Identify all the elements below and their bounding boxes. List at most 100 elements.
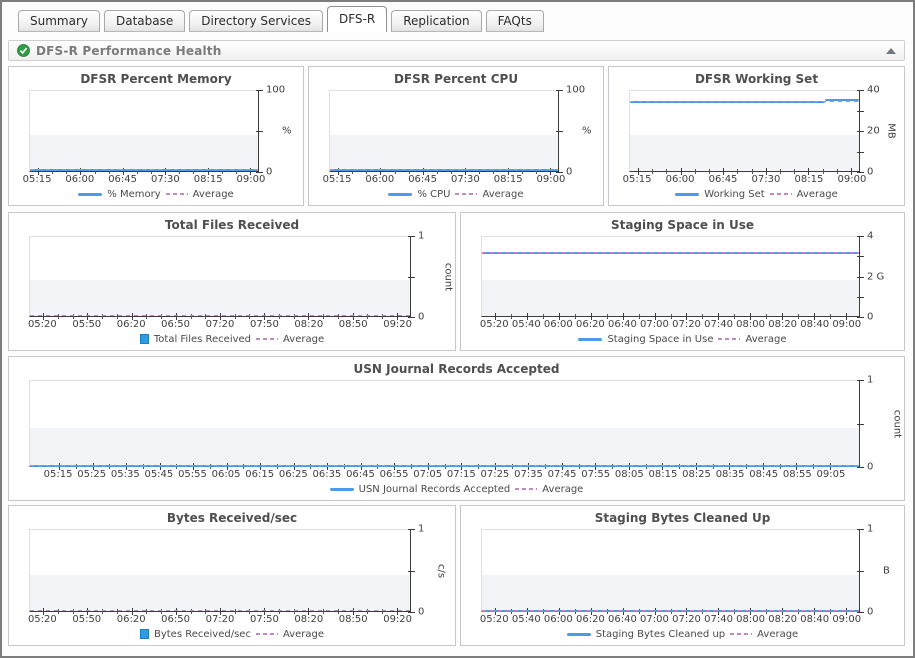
tab-dfs-r[interactable]: DFS-R (327, 6, 388, 32)
x-axis-tick-label: 06:45 (108, 174, 138, 185)
legend-series-label: Working Set (704, 188, 765, 200)
average-line (482, 251, 859, 253)
x-axis-tick (396, 608, 398, 615)
x-axis-tick (465, 168, 467, 175)
x-axis-minor-tick (278, 609, 280, 614)
y-axis-tick-label: 40 (867, 84, 880, 96)
x-axis-minor-tick (574, 314, 576, 319)
plot-area (329, 90, 559, 175)
x-axis-minor-tick (794, 169, 796, 174)
y-axis-tick-label: 0 (566, 166, 573, 178)
y-axis-tick-label: 0 (867, 606, 874, 618)
x-axis-minor-tick (606, 314, 608, 319)
y-axis-tick (408, 529, 415, 530)
x-axis-tick-label: 08:40 (800, 319, 830, 330)
x-axis-minor-tick (116, 609, 118, 614)
x-axis-minor-tick (381, 314, 383, 319)
x-axis-minor-tick (151, 169, 153, 174)
tab-summary[interactable]: Summary (18, 10, 100, 32)
x-axis-minor-tick (666, 169, 668, 174)
x-axis-labels: 05:20 05:50 06:20 06:50 07:20 07:50 08:20 08:50… (28, 612, 447, 626)
x-axis-tick-label: 06:45 (346, 469, 375, 480)
tab-replication[interactable]: Replication (391, 10, 482, 32)
x-axis-tick-label: 08:00 (736, 319, 766, 330)
tab-faqts[interactable]: FAQts (485, 10, 544, 32)
x-axis-minor-tick (146, 609, 148, 614)
chart-legend: USN Journal Records Accepted Average (17, 481, 896, 497)
x-axis-label-area: 05:20 05:40 06:00 06:20 06:40 07:00 07:20 07:40… (480, 612, 861, 626)
y-axis-tick (857, 423, 864, 425)
x-axis-tick-label: 08:20 (294, 319, 324, 330)
x-axis-minor-tick (179, 169, 181, 174)
y-axis-labels: 1 0 count (857, 375, 903, 473)
x-axis-minor-tick (493, 169, 495, 174)
x-axis-tick-label: 08:25 (682, 469, 711, 480)
plot-band (630, 135, 859, 171)
legend-series-label: Staging Space in Use (607, 333, 714, 345)
x-axis-tick-label: 05:40 (511, 614, 541, 625)
x-axis-tick-label: 05:15 (22, 174, 52, 185)
y-axis-labels: 4 2 G 0 (857, 231, 896, 323)
x-axis-tick-label: 09:20 (383, 319, 413, 330)
plot-band (482, 280, 859, 316)
x-axis-minor-tick (221, 169, 223, 174)
x-axis-tick-label: 09:00 (837, 174, 867, 185)
tab-directory-services[interactable]: Directory Services (189, 10, 323, 32)
x-axis-tick-label: 07:00 (640, 614, 669, 625)
y-axis-tick (256, 90, 263, 91)
x-axis-minor-tick (451, 169, 453, 174)
plot-area (29, 90, 259, 175)
plot-band (330, 135, 558, 171)
legend-average-label: Average (796, 188, 838, 200)
x-axis-tick (558, 313, 560, 320)
x-axis-tick-label: 06:50 (161, 319, 190, 330)
x-axis-tick (396, 313, 398, 320)
collapse-up-arrow-icon[interactable] (886, 47, 896, 54)
x-axis-tick (550, 168, 552, 175)
x-axis-tick (308, 313, 310, 320)
x-axis-tick-label: 06:00 (365, 174, 395, 185)
x-axis-minor-tick (337, 314, 339, 319)
x-axis-minor-tick (52, 169, 54, 174)
tab-bar: Summary Database Directory Services DFS-… (18, 4, 548, 32)
legend-average-swatch-icon (256, 338, 279, 340)
y-axis-tick (857, 570, 864, 572)
average-line (30, 610, 410, 611)
legend-average-swatch-icon (165, 193, 188, 195)
x-axis-tick-label: 07:40 (704, 614, 733, 625)
x-axis-tick (80, 168, 82, 175)
y-axis-labels: 1 0 count (408, 231, 454, 323)
x-axis-minor-tick (829, 314, 831, 319)
x-axis-spacer (411, 612, 447, 626)
x-axis-tick-label: 06:25 (278, 469, 308, 480)
x-axis-tick-label: 06:20 (575, 319, 605, 330)
x-axis-tick-label: 05:35 (110, 469, 140, 480)
y-axis-tick-label: 20 (867, 125, 880, 137)
legend-line-swatch-icon (388, 192, 413, 196)
legend-bar-swatch-icon (139, 629, 149, 639)
plot-region: 100 0% (329, 85, 595, 178)
x-axis-tick (207, 168, 209, 175)
x-axis-minor-tick (136, 169, 138, 174)
tab-database[interactable]: Database (104, 10, 186, 32)
x-axis-minor-tick (66, 169, 68, 174)
y-axis-tick (408, 317, 415, 318)
y-axis-tick-label: 0 (867, 311, 874, 323)
chart-legend: Working Set Average (617, 186, 896, 202)
x-axis-minor-tick (366, 169, 368, 174)
legend-average-swatch-icon (515, 488, 538, 490)
x-axis-tick (264, 313, 266, 320)
chart-legend: % CPU Average (317, 186, 595, 202)
legend-average-swatch-icon (455, 193, 478, 195)
x-axis-minor-tick (190, 609, 192, 614)
x-axis-label-area: 05:20 05:50 06:20 06:50 07:20 07:50 08:20 08:50… (28, 612, 412, 626)
plot-region: 40 20 0 MB (629, 85, 896, 178)
x-axis-tick-label: 05:55 (178, 469, 207, 480)
y-axis-unit-label: count (891, 409, 903, 438)
x-axis-tick (808, 168, 810, 175)
x-axis-tick-label: 08:50 (338, 319, 368, 330)
legend-average-swatch-icon (769, 193, 792, 195)
chart-legend: Bytes Received/sec Average (17, 626, 447, 642)
average-line (630, 100, 859, 102)
